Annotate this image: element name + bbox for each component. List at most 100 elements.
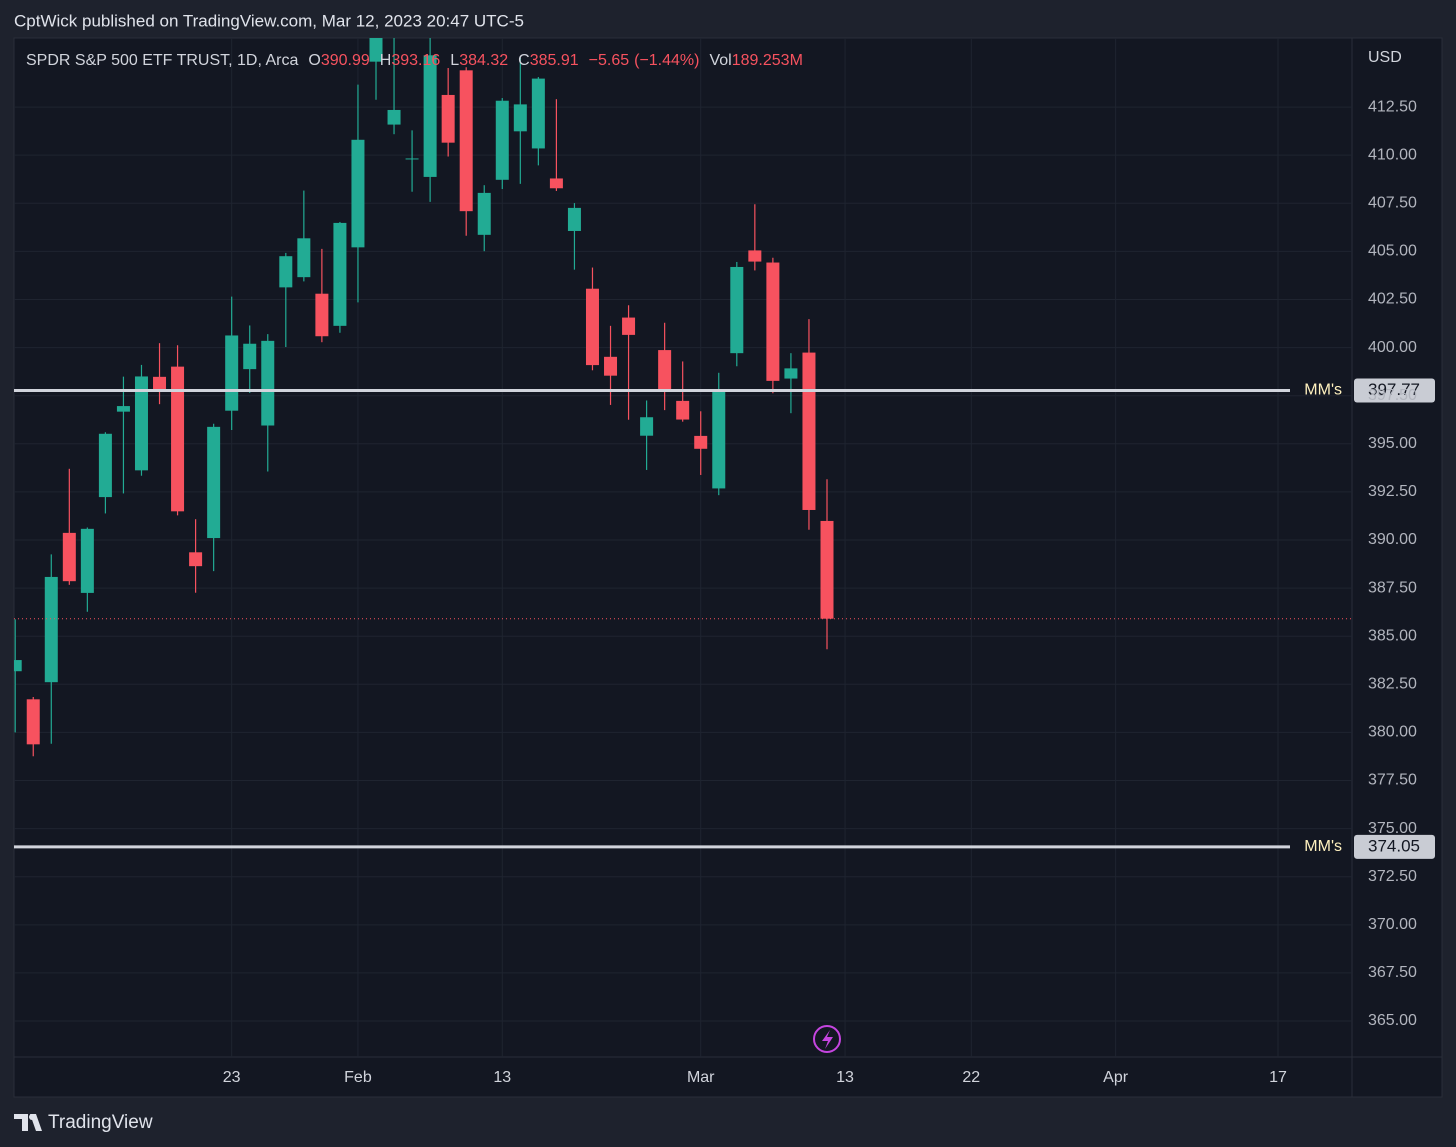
candle-body (297, 238, 311, 278)
candle-body (171, 366, 185, 512)
y-tick-label: 367.50 (1368, 964, 1417, 981)
y-tick-label: 375.00 (1368, 820, 1417, 837)
candle-body (116, 406, 130, 412)
horizontal-line-label: MM's (1304, 382, 1342, 399)
legend-volume: 189.253M (732, 52, 803, 69)
candle-body (189, 552, 203, 567)
y-tick-label: 385.00 (1368, 627, 1417, 644)
candle-body (387, 109, 401, 125)
candle-body (622, 317, 636, 335)
y-tick-label: 397.50 (1368, 387, 1417, 404)
price-tag (1354, 378, 1435, 403)
y-tick-label: 405.00 (1368, 243, 1417, 260)
x-tick-label: 23 (223, 1069, 241, 1086)
y-tick-label: 410.00 (1368, 146, 1417, 163)
candle-body (694, 435, 708, 449)
candle-body (658, 350, 672, 392)
x-tick-label: 13 (836, 1069, 854, 1086)
event-icon (813, 1025, 841, 1053)
y-tick-label: 377.50 (1368, 772, 1417, 789)
candle-body (261, 340, 275, 426)
legend-open-label: O (308, 52, 320, 69)
candle-body (549, 178, 563, 189)
y-tick-label: 372.50 (1368, 868, 1417, 885)
candle-body (351, 139, 365, 248)
candle-body (207, 426, 221, 539)
y-tick-label: 402.50 (1368, 291, 1417, 308)
candle-body (441, 94, 455, 143)
currency: USD (1368, 49, 1402, 66)
x-tick-label: 22 (962, 1069, 980, 1086)
candle-body (730, 266, 744, 354)
horizontal-line-label: MM's (1304, 838, 1342, 855)
overlays: MM's 397.77 MM's 374.05 (14, 378, 1435, 859)
x-tick-label: Mar (687, 1069, 715, 1086)
legend-close-label: C (518, 52, 530, 69)
candle-body (62, 532, 76, 582)
y-tick-label: 390.00 (1368, 531, 1417, 548)
x-tick-label: Feb (344, 1069, 372, 1086)
y-tick-label: 407.50 (1368, 194, 1417, 211)
legend-high: 393.16 (391, 52, 440, 69)
y-tick-label: 400.00 (1368, 339, 1417, 356)
brand-logo (14, 1114, 42, 1131)
candle-body (315, 293, 329, 337)
y-tick-label: 380.00 (1368, 724, 1417, 741)
candle-body (423, 55, 437, 177)
candle-body (80, 528, 94, 593)
y-tick-label: 370.00 (1368, 916, 1417, 933)
candle-body (14, 660, 22, 672)
y-tick-label: 392.50 (1368, 483, 1417, 500)
candle-body (712, 389, 726, 489)
candle-body (333, 222, 347, 326)
x-tick-label: 17 (1269, 1069, 1287, 1086)
x-tick-label: Apr (1103, 1069, 1129, 1086)
grid (14, 38, 1352, 1057)
legend-open: 390.99 (321, 52, 370, 69)
y-tick-label: 395.00 (1368, 435, 1417, 452)
legend: SPDR S&P 500 ETF TRUST, 1D, Arca O390.99 H… (26, 52, 803, 69)
candle-body (567, 207, 581, 231)
candle-body (604, 356, 618, 376)
candle-body (459, 70, 473, 212)
candle-body (585, 288, 599, 366)
legend-volume-label: Vol (709, 52, 731, 69)
candle-body (243, 343, 257, 370)
candle-body (820, 520, 834, 619)
candle-body (405, 158, 419, 160)
candle-body (477, 192, 491, 235)
candle-body (134, 376, 148, 471)
price-tag (1354, 834, 1435, 859)
price-tag-label: 397.77 (1368, 380, 1420, 399)
legend-change: −5.65 (589, 52, 630, 69)
y-tick-label: 365.00 (1368, 1012, 1417, 1029)
event-icon-bolt (822, 1030, 833, 1049)
candle-body (531, 78, 545, 149)
candle-body (26, 699, 40, 745)
candle-body (279, 256, 293, 288)
x-tick-label: 13 (493, 1069, 511, 1086)
candle-body (784, 368, 798, 379)
published-header: CptWick published on TradingView.com, Ma… (14, 11, 524, 30)
candle-body (44, 576, 58, 683)
brand-logo-dot (29, 1114, 35, 1120)
candle-body (676, 400, 690, 420)
y-tick-label: 387.50 (1368, 579, 1417, 596)
candle-body (640, 417, 654, 436)
legend-title: SPDR S&P 500 ETF TRUST, 1D, Arca (26, 52, 298, 69)
candle-body (748, 250, 762, 262)
candle-body (98, 433, 112, 498)
price-tag-label: 374.05 (1368, 836, 1420, 855)
legend-close: 385.91 (530, 52, 579, 69)
candle-body (513, 104, 527, 132)
y-tick-label: 382.50 (1368, 676, 1417, 693)
candle-body (225, 335, 239, 411)
candle-body (766, 262, 780, 381)
candle-body (369, 38, 383, 62)
legend-high-label: H (380, 52, 392, 69)
chart-frame (13, 37, 1443, 1098)
y-tick-label: 412.50 (1368, 98, 1417, 115)
candle-body (802, 352, 816, 510)
